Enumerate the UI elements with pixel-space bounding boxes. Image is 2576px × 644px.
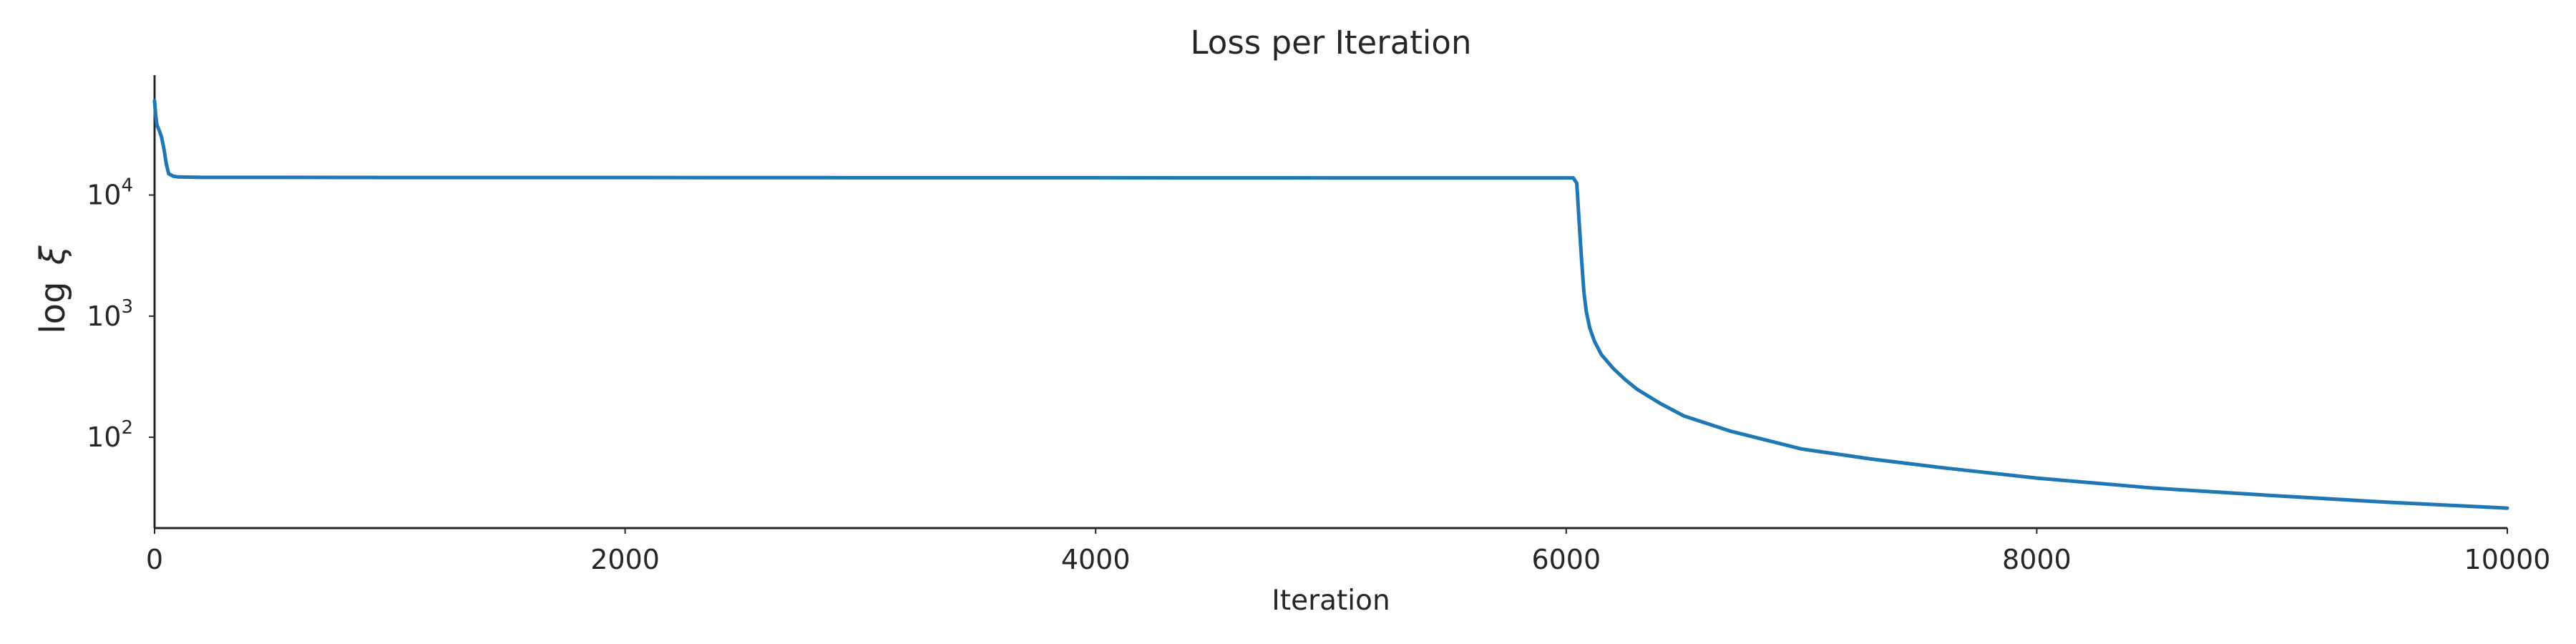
x-tick-group: 0 2000 4000 6000 8000 10000 [146, 528, 2551, 575]
y-tick-label: 103 [87, 296, 133, 332]
y-axis-label-symbol: ξ [33, 245, 73, 265]
x-tick-label: 10000 [2464, 544, 2551, 575]
x-tick-label: 4000 [1061, 544, 1131, 575]
y-tick-label: 104 [87, 175, 133, 211]
chart-title: Loss per Iteration [1191, 24, 1472, 62]
x-tick-label: 6000 [1531, 544, 1601, 575]
y-axis-label: log ξ [33, 245, 73, 333]
x-tick-label: 8000 [2002, 544, 2072, 575]
y-axis-label-text: log [33, 281, 73, 333]
y-tick-base: 10 [87, 180, 121, 211]
y-tick-label: 102 [87, 417, 133, 453]
x-tick-label: 0 [146, 544, 163, 575]
y-tick-base: 10 [87, 301, 121, 332]
loss-series-line [152, 99, 2509, 510]
y-tick-exponent: 2 [121, 417, 133, 439]
x-tick-label: 2000 [590, 544, 660, 575]
y-tick-exponent: 3 [121, 296, 133, 318]
y-tick-base: 10 [87, 421, 121, 453]
x-axis-label: Iteration [1272, 585, 1390, 617]
y-tick-exponent: 4 [121, 175, 133, 197]
